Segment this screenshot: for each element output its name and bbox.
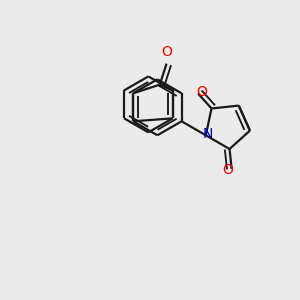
Text: O: O bbox=[222, 164, 233, 177]
Text: N: N bbox=[203, 127, 213, 141]
Text: O: O bbox=[161, 45, 172, 59]
Text: O: O bbox=[196, 85, 207, 99]
